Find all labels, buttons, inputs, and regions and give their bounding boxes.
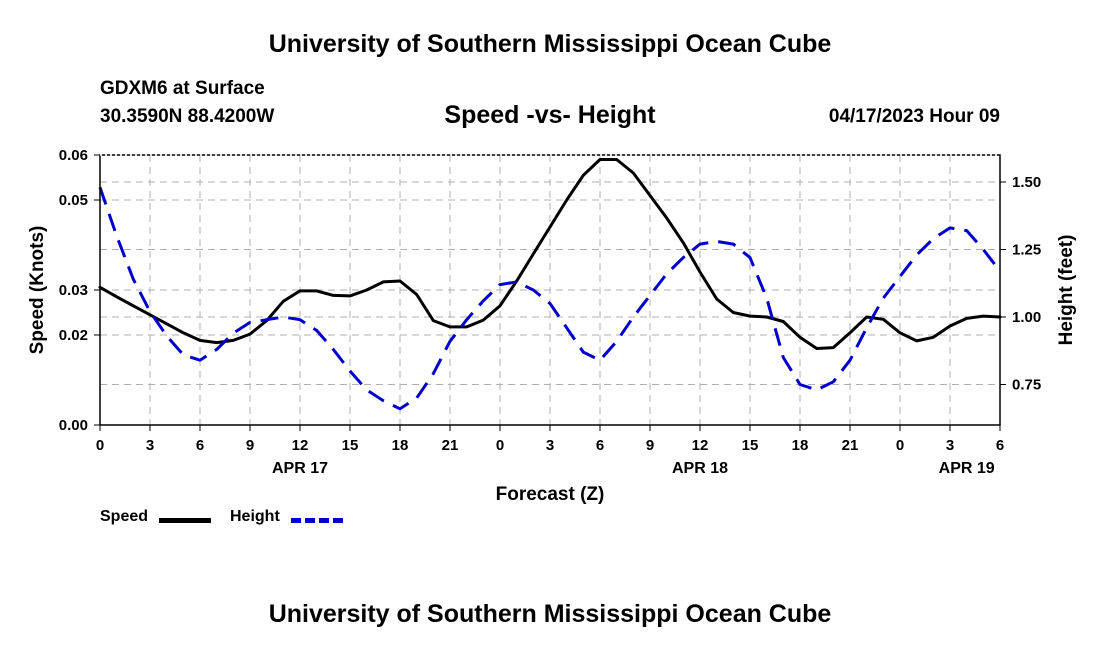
x-tick-label: 15 <box>742 437 759 454</box>
station-label: GDXM6 at Surface <box>100 78 265 99</box>
x-tick-label: 12 <box>692 437 709 454</box>
y-right-tick-label: 1.00 <box>1012 309 1041 326</box>
y-axis-left-label: Speed (Knots) <box>27 226 48 355</box>
x-day-label: APR 19 <box>939 460 995 477</box>
x-tick-label: 0 <box>896 437 904 454</box>
x-day-label: APR 18 <box>672 460 728 477</box>
x-day-label: APR 17 <box>272 460 328 477</box>
legend-speed-label: Speed <box>100 508 149 525</box>
x-tick-label: 6 <box>196 437 204 454</box>
x-tick-label: 0 <box>496 437 504 454</box>
x-tick-label: 6 <box>596 437 604 454</box>
x-tick-label: 18 <box>792 437 809 454</box>
coordinates-label: 30.3590N 88.4200W <box>100 106 275 127</box>
forecast-datetime: 04/17/2023 Hour 09 <box>828 106 1000 127</box>
axes: 0 3 6 9 12 15 18 21 0 3 6 9 12 15 18 21 0 3 6 0.00 0.02 0.03 0… <box>59 147 1041 477</box>
legend-speed-swatch <box>159 518 211 523</box>
x-tick-label: 15 <box>342 437 359 454</box>
x-axis-label: Forecast (Z) <box>496 484 605 505</box>
y-axis-right-label: Height (feet) <box>1056 235 1077 346</box>
x-tick-label: 3 <box>546 437 554 454</box>
x-tick-label: 21 <box>442 437 459 454</box>
y-left-tick-label: 0.02 <box>59 327 88 344</box>
x-tick-label: 9 <box>246 437 254 454</box>
legend-height-label: Height <box>230 508 280 525</box>
y-right-tick-label: 1.50 <box>1012 174 1041 191</box>
x-tick-label: 3 <box>946 437 954 454</box>
x-tick-label: 21 <box>842 437 859 454</box>
footer-title: University of Southern Mississippi Ocean… <box>268 600 832 628</box>
y-left-tick-label: 0.05 <box>59 192 88 209</box>
speed-line <box>98 158 1002 350</box>
x-tick-label: 9 <box>646 437 654 454</box>
x-tick-label: 0 <box>96 437 104 454</box>
y-right-tick-label: 1.25 <box>1012 242 1041 259</box>
x-tick-label: 3 <box>146 437 154 454</box>
y-right-tick-label: 0.75 <box>1012 377 1041 394</box>
chart-title: Speed -vs- Height <box>444 101 656 129</box>
height-line <box>98 186 1002 411</box>
series-lines <box>98 158 1002 411</box>
grid <box>100 155 1000 425</box>
y-left-tick-label: 0.03 <box>59 282 88 299</box>
legend-height-swatch <box>291 518 343 523</box>
x-tick-label: 18 <box>392 437 409 454</box>
y-left-tick-label: 0.00 <box>59 417 88 434</box>
x-tick-label: 12 <box>292 437 309 454</box>
speed-height-chart: 0 3 6 9 12 15 18 21 0 3 6 9 12 15 18 21 0 3 6 0.00 0.02 0.03 0… <box>27 147 1077 505</box>
y-left-tick-label: 0.06 <box>59 147 88 164</box>
page-title: University of Southern Mississippi Ocean… <box>268 30 832 58</box>
x-tick-label: 6 <box>996 437 1004 454</box>
